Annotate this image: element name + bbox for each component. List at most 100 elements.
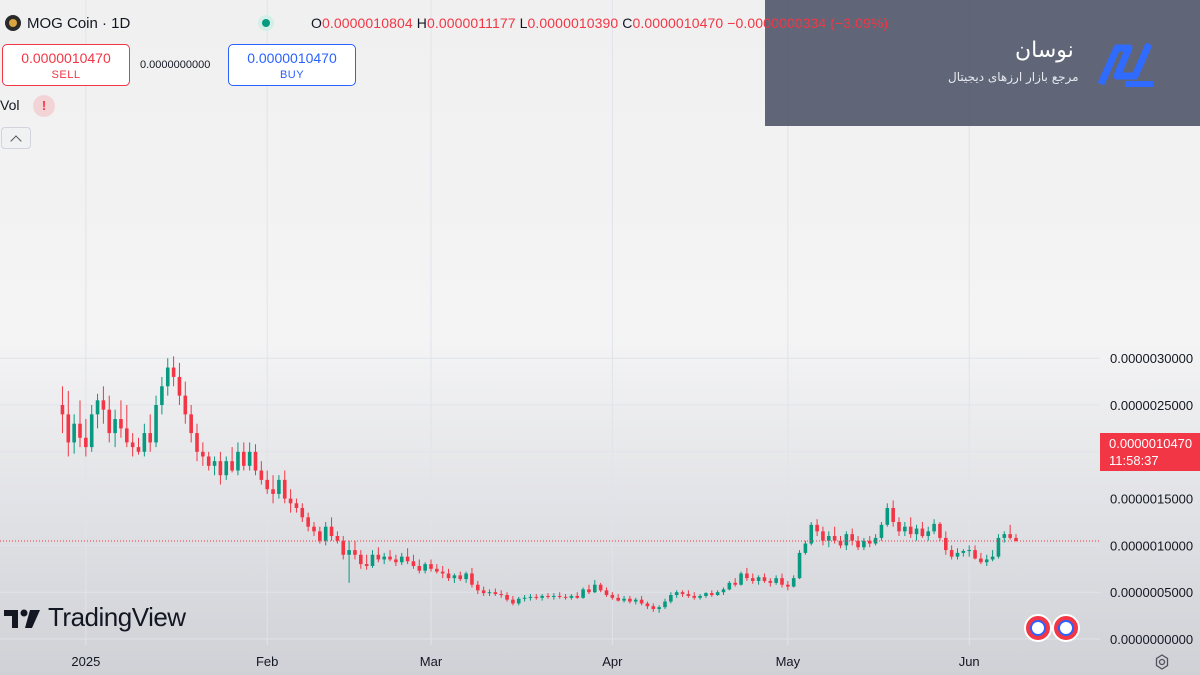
- volume-label[interactable]: Vol: [0, 97, 20, 113]
- candle: [183, 381, 188, 424]
- candle-body: [569, 595, 574, 598]
- candle-body: [206, 456, 211, 466]
- candle-body: [470, 573, 474, 585]
- candle: [242, 442, 246, 471]
- price-tick-label: 0.0000010000: [1110, 538, 1193, 553]
- candle: [622, 595, 626, 603]
- candle-body: [528, 596, 533, 598]
- us-flag-icon[interactable]: [1024, 614, 1052, 642]
- candle: [996, 534, 1001, 559]
- candle: [505, 592, 509, 602]
- candle: [236, 442, 240, 476]
- candle-body: [201, 451, 205, 457]
- candle-body: [856, 540, 860, 548]
- candle: [493, 588, 498, 596]
- symbol-header[interactable]: MOG Coin · 1D: [0, 8, 130, 38]
- candle: [569, 594, 574, 600]
- candle: [645, 601, 650, 610]
- candle-body: [938, 523, 942, 538]
- candle: [136, 437, 141, 455]
- candle-body: [692, 595, 697, 598]
- candle-body: [879, 524, 884, 538]
- time-tick-label: Jun: [959, 654, 980, 669]
- candle-body: [224, 461, 229, 476]
- bar-countdown: 11:58:37: [1109, 453, 1159, 468]
- open-label: O: [311, 15, 322, 31]
- candle-body: [815, 524, 819, 532]
- candle-body: [669, 595, 673, 602]
- time-axis[interactable]: 2025 Feb Mar Apr May Jun: [71, 654, 979, 669]
- candle-body: [212, 461, 217, 466]
- candle-body: [130, 442, 135, 448]
- candle-body: [1008, 534, 1012, 538]
- candle-body: [236, 451, 240, 471]
- candle: [341, 536, 346, 560]
- candle-body: [341, 540, 346, 555]
- candle: [786, 580, 790, 591]
- candle-body: [727, 582, 732, 590]
- candle: [347, 540, 351, 583]
- candle-body: [394, 559, 398, 563]
- candle: [247, 442, 252, 471]
- candle: [119, 400, 123, 438]
- candle: [791, 575, 796, 588]
- candle: [417, 559, 422, 574]
- high-label: H: [416, 15, 427, 31]
- candle: [411, 554, 416, 569]
- warning-icon[interactable]: !: [33, 95, 55, 117]
- candle: [575, 592, 580, 599]
- candle: [674, 590, 679, 598]
- candle-body: [101, 400, 106, 410]
- candle-body: [710, 593, 714, 596]
- settings-gear-icon[interactable]: [1154, 654, 1170, 670]
- us-flag-icon[interactable]: [1052, 614, 1080, 642]
- candle-body: [329, 526, 334, 537]
- candle: [797, 550, 802, 580]
- sell-label: SELL: [51, 69, 81, 81]
- candle: [318, 526, 322, 544]
- tradingview-watermark[interactable]: TradingView: [2, 602, 186, 633]
- close-label: C: [622, 15, 633, 31]
- candle: [323, 522, 328, 546]
- candle-body: [996, 537, 1001, 557]
- candle: [394, 554, 398, 566]
- candle: [329, 517, 334, 541]
- candle-body: [511, 599, 515, 604]
- candle: [557, 592, 562, 599]
- symbol-title[interactable]: MOG Coin · 1D: [27, 14, 131, 32]
- candle-body: [739, 573, 743, 585]
- candle-body: [803, 543, 808, 553]
- brand-tagline: مرجع بازار ارزهای دیجیتال: [948, 70, 1079, 84]
- buy-button[interactable]: 0.0000010470 BUY: [228, 44, 356, 86]
- candle: [809, 522, 814, 546]
- candle: [856, 536, 860, 551]
- change-value: −0.0000000334 (−3.09%): [727, 15, 889, 31]
- time-tick-label: Apr: [602, 654, 623, 669]
- sell-button[interactable]: 0.0000010470 SELL: [2, 44, 130, 86]
- candle-body: [359, 554, 363, 565]
- candle: [218, 451, 223, 485]
- candle-body: [715, 592, 720, 596]
- candle: [610, 592, 615, 600]
- navasan-logo-icon: [1097, 42, 1153, 87]
- candle-body: [721, 589, 726, 593]
- time-tick-label: Feb: [256, 654, 278, 669]
- candle-body: [388, 556, 392, 560]
- chevron-up-icon[interactable]: [1, 127, 31, 149]
- candle: [359, 550, 363, 569]
- candle-body: [189, 414, 193, 434]
- candle: [154, 395, 158, 448]
- candle-body: [505, 595, 509, 600]
- brand-overlay: [765, 0, 1200, 126]
- candle-body: [651, 606, 656, 610]
- candle: [581, 587, 585, 599]
- candle: [984, 554, 989, 566]
- candle-body: [242, 451, 246, 466]
- candle-body: [891, 507, 895, 522]
- price-axis[interactable]: 0.0000000000 0.0000005000 0.0000010000 0.00…: [1110, 351, 1193, 647]
- candle: [130, 433, 135, 457]
- candle: [949, 545, 954, 560]
- candle: [277, 475, 281, 499]
- candle: [774, 575, 778, 585]
- candle: [633, 597, 638, 605]
